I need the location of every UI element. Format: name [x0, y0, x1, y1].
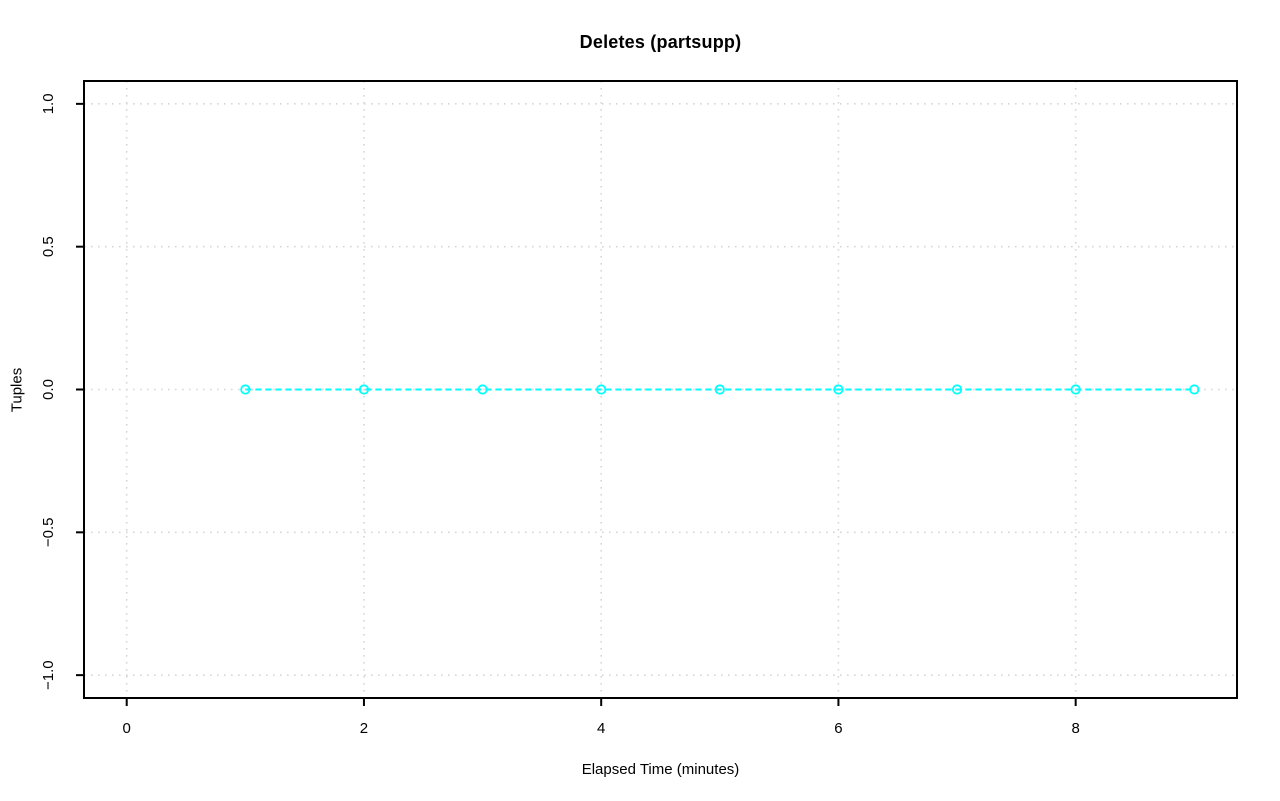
- x-tick-label: 0: [123, 720, 131, 737]
- data-point: [714, 384, 725, 395]
- x-tick-label: 2: [360, 720, 368, 737]
- data-point: [477, 384, 488, 395]
- data-point: [596, 384, 607, 395]
- x-axis-label: Elapsed Time (minutes): [581, 761, 740, 778]
- y-tick-label: 1.0: [40, 93, 57, 114]
- y-tick-label: −0.5: [40, 518, 57, 548]
- data-point: [1070, 384, 1081, 395]
- y-tick-label: 0.0: [40, 379, 57, 400]
- y-tick-label: −1.0: [40, 660, 57, 690]
- x-tick-label: 6: [834, 720, 842, 737]
- chart-title: Deletes (partsupp): [579, 32, 742, 52]
- data-point: [358, 384, 370, 395]
- y-tick-label: 0.5: [40, 236, 57, 257]
- x-tick-label: 4: [597, 720, 605, 737]
- data-point: [240, 384, 251, 395]
- data-point: [1189, 384, 1200, 395]
- x-tick-label: 8: [1072, 720, 1080, 737]
- data-point: [833, 384, 844, 395]
- data-point: [951, 384, 963, 395]
